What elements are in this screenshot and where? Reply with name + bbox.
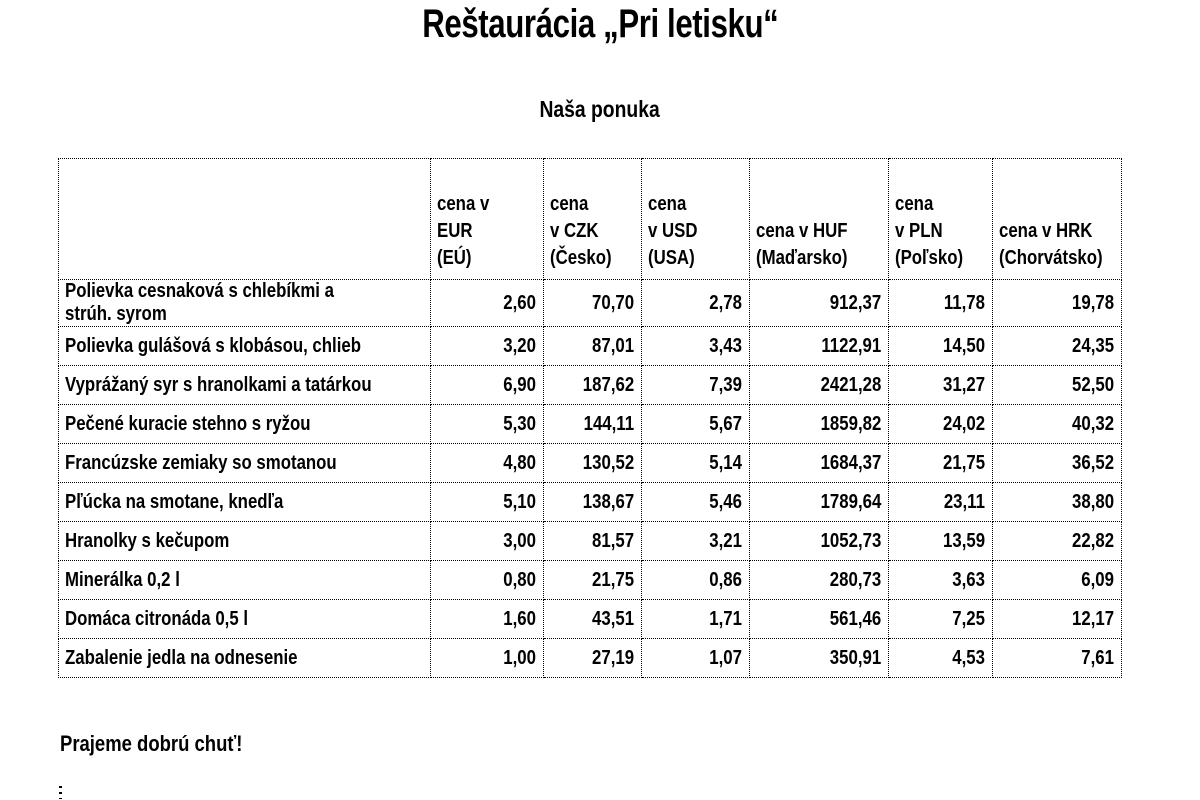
price-cell: 70,70 bbox=[543, 279, 642, 327]
price-cell: 2,60 bbox=[430, 279, 544, 327]
menu-item-name: Polievka gulášová s klobásou, chlieb bbox=[58, 326, 431, 366]
table-header-row: cena v EUR (EÚ) cena v CZK (Česko) cena … bbox=[58, 158, 1122, 280]
price-cell: 3,00 bbox=[430, 521, 544, 561]
price-cell: 13,59 bbox=[888, 521, 993, 561]
price-cell: 5,10 bbox=[430, 482, 544, 522]
table-row: Pľúcka na smotane, knedľa 5,10 138,67 5,46 1… bbox=[58, 482, 1122, 522]
price-cell: 561,46 bbox=[749, 599, 889, 639]
price-cell: 6,90 bbox=[430, 365, 544, 405]
price-cell: 1,00 bbox=[430, 638, 544, 678]
table-row: Hranolky s kečupom 3,00 81,57 3,21 1052,73 13… bbox=[58, 521, 1122, 561]
menu-item-name: Vyprážaný syr s hranolkami a tatárkou bbox=[58, 365, 431, 405]
price-cell: 350,91 bbox=[749, 638, 889, 678]
price-cell: 3,20 bbox=[430, 326, 544, 366]
table-row: Pečené kuracie stehno s ryžou 5,30 144,11 5… bbox=[58, 404, 1122, 444]
header-czk: cena v CZK (Česko) bbox=[543, 158, 642, 280]
price-cell: 24,35 bbox=[992, 326, 1122, 366]
header-item-column bbox=[58, 158, 431, 280]
table-row: Polievka gulášová s klobásou, chlieb 3,20… bbox=[58, 326, 1122, 366]
price-cell: 87,01 bbox=[543, 326, 642, 366]
menu-item-name: Hranolky s kečupom bbox=[58, 521, 431, 561]
cutoff-text-fragment bbox=[59, 786, 62, 799]
menu-item-name: Polievka cesnaková s chlebíkmi a strúh. … bbox=[58, 279, 431, 327]
page-title-text: Reštaurácia „Pri letisku“ bbox=[421, 2, 779, 46]
price-cell: 138,67 bbox=[543, 482, 642, 522]
menu-item-name: Domáca citronáda 0,5 l bbox=[58, 599, 431, 639]
price-cell: 1,07 bbox=[641, 638, 750, 678]
page-subtitle-text: Naša ponuka bbox=[539, 96, 661, 122]
header-eur: cena v EUR (EÚ) bbox=[430, 158, 544, 280]
price-cell: 23,11 bbox=[888, 482, 993, 522]
price-cell: 2,78 bbox=[641, 279, 750, 327]
price-cell: 11,78 bbox=[888, 279, 993, 327]
menu-item-name: Pľúcka na smotane, knedľa bbox=[58, 482, 431, 522]
menu-item-name: Minerálka 0,2 l bbox=[58, 560, 431, 600]
price-cell: 187,62 bbox=[543, 365, 642, 405]
price-cell: 43,51 bbox=[543, 599, 642, 639]
price-cell: 24,02 bbox=[888, 404, 993, 444]
footer-note-text: Prajeme dobrú chuť! bbox=[60, 731, 243, 756]
price-cell: 27,19 bbox=[543, 638, 642, 678]
price-cell: 31,27 bbox=[888, 365, 993, 405]
price-cell: 21,75 bbox=[888, 443, 993, 483]
price-cell: 38,80 bbox=[992, 482, 1122, 522]
menu-table-body: Polievka cesnaková s chlebíkmi a strúh. … bbox=[58, 279, 1122, 678]
header-hrk: cena v HRK (Chorvátsko) bbox=[992, 158, 1122, 280]
header-huf: cena v HUF (Maďarsko) bbox=[749, 158, 889, 280]
price-cell: 7,61 bbox=[992, 638, 1122, 678]
price-cell: 7,25 bbox=[888, 599, 993, 639]
footer-note: Prajeme dobrú chuť! bbox=[60, 731, 277, 757]
price-cell: 40,32 bbox=[992, 404, 1122, 444]
price-cell: 144,11 bbox=[543, 404, 642, 444]
price-cell: 2421,28 bbox=[749, 365, 889, 405]
price-cell: 5,67 bbox=[641, 404, 750, 444]
table-row: Polievka cesnaková s chlebíkmi a strúh. … bbox=[58, 279, 1122, 327]
price-cell: 280,73 bbox=[749, 560, 889, 600]
price-cell: 19,78 bbox=[992, 279, 1122, 327]
price-cell: 3,21 bbox=[641, 521, 750, 561]
table-row: Minerálka 0,2 l 0,80 21,75 0,86 280,73 3,63 6,… bbox=[58, 560, 1122, 600]
price-cell: 1789,64 bbox=[749, 482, 889, 522]
menu-item-name: Zabalenie jedla na odnesenie bbox=[58, 638, 431, 678]
header-pln: cena v PLN (Poľsko) bbox=[888, 158, 993, 280]
menu-item-name: Pečené kuracie stehno s ryžou bbox=[58, 404, 431, 444]
price-cell: 1122,91 bbox=[749, 326, 889, 366]
header-usd: cena v USD (USA) bbox=[641, 158, 750, 280]
price-cell: 912,37 bbox=[749, 279, 889, 327]
price-cell: 5,46 bbox=[641, 482, 750, 522]
price-cell: 81,57 bbox=[543, 521, 642, 561]
price-cell: 4,80 bbox=[430, 443, 544, 483]
price-cell: 1859,82 bbox=[749, 404, 889, 444]
price-cell: 3,43 bbox=[641, 326, 750, 366]
price-cell: 52,50 bbox=[992, 365, 1122, 405]
price-cell: 4,53 bbox=[888, 638, 993, 678]
table-row: Domáca citronáda 0,5 l 1,60 43,51 1,71 561,4… bbox=[58, 599, 1122, 639]
price-cell: 5,30 bbox=[430, 404, 544, 444]
menu-item-name: Francúzske zemiaky so smotanou bbox=[58, 443, 431, 483]
menu-price-table: cena v EUR (EÚ) cena v CZK (Česko) cena … bbox=[58, 158, 1122, 678]
price-cell: 1684,37 bbox=[749, 443, 889, 483]
price-cell: 1052,73 bbox=[749, 521, 889, 561]
price-cell: 0,80 bbox=[430, 560, 544, 600]
price-cell: 3,63 bbox=[888, 560, 993, 600]
price-cell: 21,75 bbox=[543, 560, 642, 600]
price-cell: 6,09 bbox=[992, 560, 1122, 600]
price-cell: 1,71 bbox=[641, 599, 750, 639]
price-cell: 36,52 bbox=[992, 443, 1122, 483]
price-cell: 14,50 bbox=[888, 326, 993, 366]
price-cell: 12,17 bbox=[992, 599, 1122, 639]
price-cell: 130,52 bbox=[543, 443, 642, 483]
table-row: Zabalenie jedla na odnesenie 1,00 27,19 1,0… bbox=[58, 638, 1122, 678]
price-cell: 7,39 bbox=[641, 365, 750, 405]
table-row: Vyprážaný syr s hranolkami a tatárkou 6,9… bbox=[58, 365, 1122, 405]
price-cell: 0,86 bbox=[641, 560, 750, 600]
price-cell: 22,82 bbox=[992, 521, 1122, 561]
page-subtitle: Naša ponuka bbox=[0, 96, 1200, 123]
price-cell: 1,60 bbox=[430, 599, 544, 639]
page-title: Reštaurácia „Pri letisku“ bbox=[0, 2, 1200, 47]
table-row: Francúzske zemiaky so smotanou 4,80 130,52… bbox=[58, 443, 1122, 483]
price-cell: 5,14 bbox=[641, 443, 750, 483]
